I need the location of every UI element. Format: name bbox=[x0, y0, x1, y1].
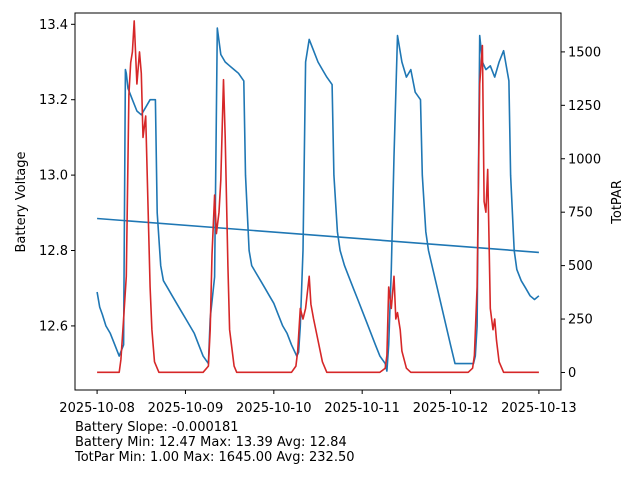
right-tick-label: 500 bbox=[568, 259, 593, 274]
left-tick-label: 12.6 bbox=[39, 319, 68, 334]
x-tick-label: 2025-10-13 bbox=[501, 401, 577, 416]
right-axis-label: TotPAR bbox=[610, 180, 625, 225]
stats-slope: Battery Slope: -0.000181 bbox=[75, 420, 239, 435]
right-tick-label: 0 bbox=[568, 366, 576, 381]
right-tick-label: 750 bbox=[568, 206, 593, 221]
x-tick-label: 2025-10-08 bbox=[59, 401, 135, 416]
left-tick-label: 12.8 bbox=[39, 244, 68, 259]
plot-frame bbox=[74, 12, 562, 391]
left-axis-label: Battery Voltage bbox=[14, 151, 29, 252]
right-tick-label: 1250 bbox=[568, 99, 601, 114]
x-tick-label: 2025-10-11 bbox=[324, 401, 400, 416]
right-tick-label: 1000 bbox=[568, 152, 601, 167]
left-tick-label: 13.0 bbox=[39, 169, 68, 184]
right-tick-label: 250 bbox=[568, 313, 593, 328]
x-tick-label: 2025-10-09 bbox=[148, 401, 224, 416]
x-tick-label: 2025-10-10 bbox=[236, 401, 312, 416]
series-line-battery-voltage bbox=[96, 27, 540, 372]
left-tick-label: 13.4 bbox=[39, 18, 68, 33]
series-line-totpar bbox=[97, 20, 539, 374]
right-tick-label: 1500 bbox=[568, 45, 601, 60]
x-tick-label: 2025-10-12 bbox=[413, 401, 489, 416]
stats-battery: Battery Min: 12.47 Max: 13.39 Avg: 12.84 bbox=[75, 435, 347, 450]
left-tick-label: 13.2 bbox=[39, 93, 68, 108]
series-line-battery-trend bbox=[97, 217, 539, 254]
stats-totpar: TotPar Min: 1.00 Max: 1645.00 Avg: 232.5… bbox=[74, 450, 355, 465]
